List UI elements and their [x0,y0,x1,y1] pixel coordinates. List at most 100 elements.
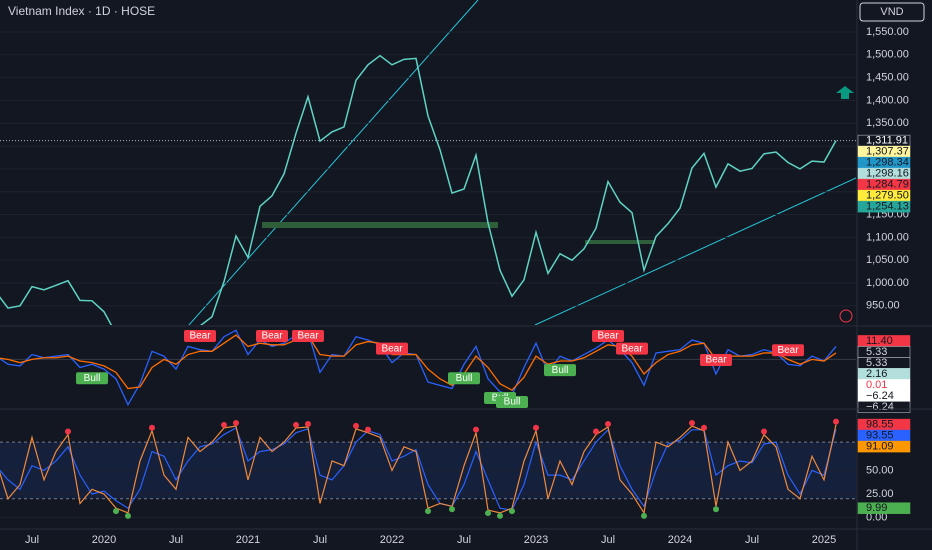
price-label: 1,298.16 [866,168,909,180]
signal-box [256,330,288,342]
overbought-dot [701,424,707,431]
x-tick-label: 2021 [236,534,260,546]
signal-label: Bear [705,355,727,366]
price-label-box [857,502,911,514]
overbought-dot [365,426,371,433]
y-tick-label: 1,100.00 [866,231,909,243]
oversold-dot [113,508,119,515]
signal-label: Bull [504,397,521,408]
y-tick-label: 25.00 [866,488,894,500]
overbought-dot [473,426,479,433]
overbought-dot [233,420,239,427]
x-tick-label: Jul [457,534,471,546]
price-label: 93.55 [866,429,894,441]
x-tick-label: Jul [745,534,759,546]
axes: 950.001,000.001,050.001,100.001,150.001,… [25,26,911,546]
signal-box [772,344,804,357]
signal-label: Bear [621,343,643,354]
x-tick-label: Jul [601,534,615,546]
currency-button[interactable] [859,2,925,22]
overbought-dot [689,420,695,427]
signal-box [616,342,648,355]
x-tick-label: 2025 [812,534,836,546]
macd-line [0,334,837,391]
oversold-dot [485,510,491,517]
signal-label: Bear [189,331,211,342]
oversold-dot [713,506,719,513]
price-label: 5.33 [866,357,887,369]
price-label: 98.55 [866,418,894,430]
up-arrow-icon [836,86,854,99]
y-tick-label: 1,500.00 [866,49,909,61]
overbought-dot [65,428,71,435]
overbought-dot [605,420,611,427]
oversold-dot [425,508,431,515]
signal-label: Bull [84,373,101,384]
y-tick-label: 0.00 [866,512,887,524]
y-tick-label: 1,400.00 [866,94,909,106]
currency-button-label[interactable]: VND [880,6,903,18]
y-tick-label: 1,350.00 [866,117,909,129]
overbought-dot [833,418,839,425]
signal-label: Bear [381,343,403,354]
price-label: 1,311.91 [866,135,908,147]
price-label-box [857,440,911,453]
chart-title: Vietnam Index · 1D · HOSE [8,4,155,18]
overbought-dot [533,424,539,431]
y-tick-label: 50.00 [866,464,894,476]
signal-box [448,372,480,385]
signal-label: Bear [597,331,619,342]
x-tick-label: 2020 [92,534,116,546]
range-bar [585,240,655,244]
signal-box [544,364,576,377]
x-tick-label: 2024 [668,534,692,546]
signal-label: Bear [261,331,283,342]
price-label-box [857,200,911,213]
range-bar [262,222,498,228]
x-tick-label: Jul [25,534,39,546]
x-tick-label: Jul [313,534,327,546]
price-label-box [857,401,911,413]
overbought-dot [293,421,299,428]
oversold-dot [449,506,455,513]
stoch-pane [0,418,856,519]
x-tick-label: 2022 [380,534,404,546]
y-tick-label: 1,550.00 [866,26,909,38]
signal-label: Bull [552,365,569,376]
stoch-line [0,424,837,515]
price-pane [0,0,856,325]
overbought-dot [305,420,311,427]
overbought-dot [353,422,359,429]
oversold-dot [641,512,647,519]
signal-label: Bear [297,331,319,342]
signal-box [376,342,408,355]
price-line [0,54,837,325]
signal-box [700,353,732,366]
price-label: 9.99 [866,502,887,514]
signal-box [292,330,324,342]
signal-box [184,330,216,342]
price-label: −6.24 [866,401,894,413]
oversold-dot [497,512,503,519]
trend-line [188,0,479,325]
price-label: 1,307.37 [866,146,909,158]
price-label: 0.01 [866,379,887,391]
price-label: 1,279.50 [866,190,909,202]
price-label: 11.40 [866,335,893,347]
oversold-dot [125,512,131,519]
x-tick-label: 2023 [524,534,548,546]
overbought-dot [593,428,599,435]
y-tick-label: 1,000.00 [866,277,909,289]
overbought-dot [149,424,155,431]
price-label: 5.33 [866,346,887,358]
signal-label: Bull [456,373,473,384]
price-label: 1,298.34 [866,157,909,169]
price-label: −6.24 [866,390,894,402]
overbought-dot [761,428,767,435]
stoch-line [0,427,837,511]
alert-icon[interactable] [839,309,853,323]
overbought-dot [221,421,227,428]
trend-line [534,177,856,325]
